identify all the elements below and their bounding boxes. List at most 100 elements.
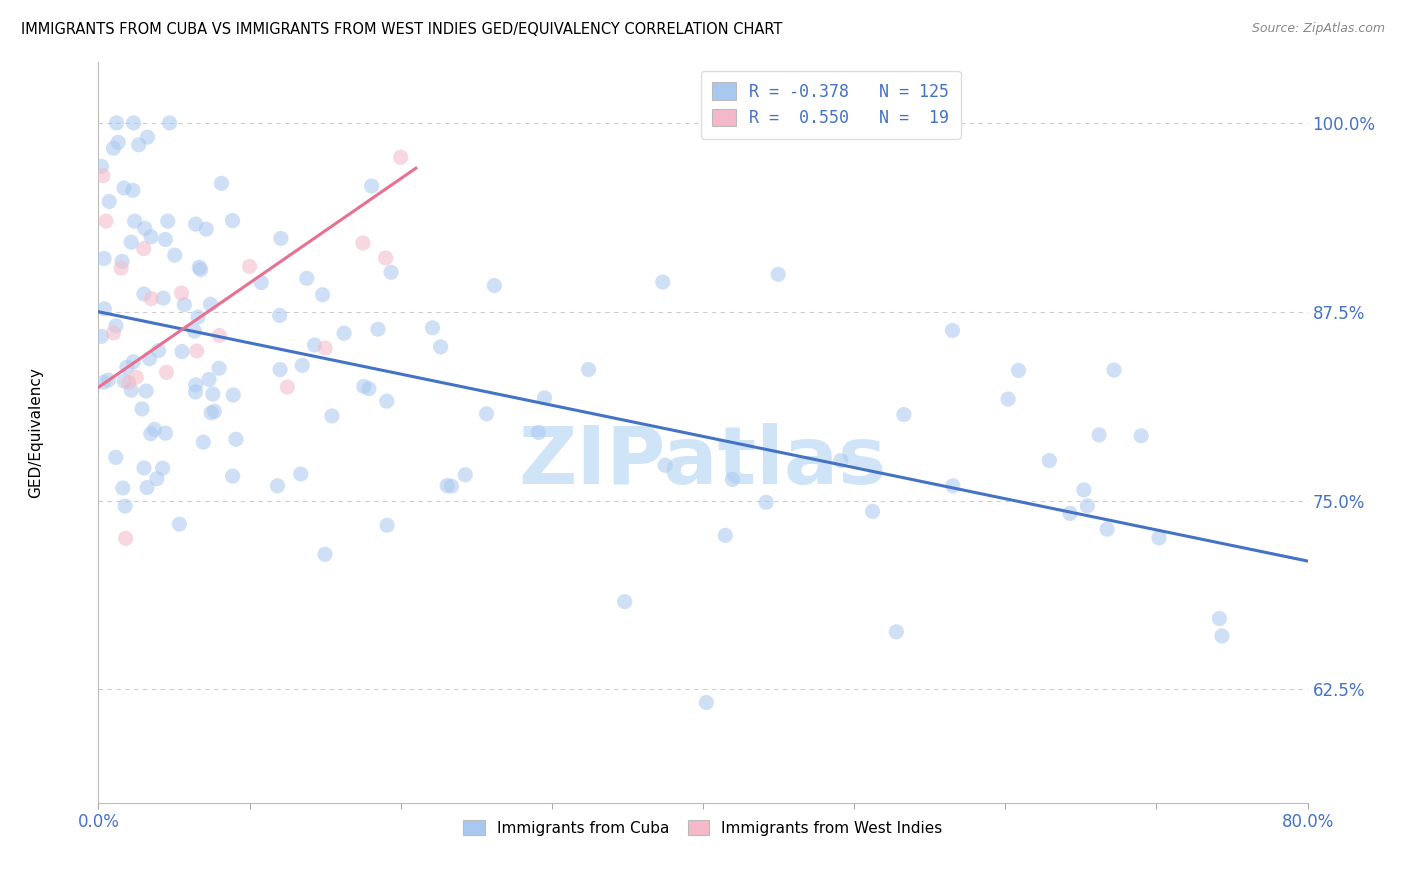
Point — [755, 495, 778, 509]
Point — [440, 479, 463, 493]
Point — [195, 222, 218, 236]
Point — [1095, 522, 1118, 536]
Point — [239, 260, 262, 274]
Point — [1088, 428, 1111, 442]
Point — [184, 217, 207, 231]
Point — [321, 409, 343, 423]
Point — [211, 177, 233, 191]
Point — [375, 394, 398, 409]
Point — [148, 343, 170, 358]
Point — [225, 432, 247, 446]
Point — [389, 150, 412, 164]
Point — [475, 407, 498, 421]
Point — [1208, 611, 1230, 625]
Point — [152, 291, 174, 305]
Point — [1059, 507, 1081, 521]
Point — [997, 392, 1019, 406]
Point — [380, 265, 402, 279]
Point — [266, 479, 288, 493]
Point — [112, 181, 135, 195]
Point — [110, 261, 132, 276]
Point — [269, 309, 291, 323]
Point — [122, 116, 145, 130]
Point — [942, 479, 965, 493]
Point — [94, 214, 117, 228]
Point — [830, 453, 852, 467]
Point — [132, 461, 155, 475]
Point — [1073, 483, 1095, 497]
Point — [170, 344, 193, 359]
Point — [295, 271, 318, 285]
Point — [221, 213, 243, 227]
Point — [578, 362, 600, 376]
Point — [188, 260, 211, 275]
Point — [291, 359, 314, 373]
Point — [111, 254, 134, 268]
Point — [201, 387, 224, 401]
Point — [190, 262, 212, 277]
Point — [132, 242, 155, 256]
Point — [367, 322, 389, 336]
Point — [941, 323, 963, 337]
Point — [143, 422, 166, 436]
Point — [314, 341, 336, 355]
Point — [103, 141, 125, 155]
Point — [155, 365, 177, 379]
Point — [721, 472, 744, 486]
Point — [208, 328, 231, 343]
Point — [613, 595, 636, 609]
Point — [90, 329, 112, 343]
Point — [184, 377, 207, 392]
Point — [115, 360, 138, 375]
Point — [1007, 363, 1029, 377]
Point — [193, 435, 215, 450]
Point — [134, 221, 156, 235]
Point — [222, 388, 245, 402]
Point — [125, 370, 148, 384]
Point — [1038, 453, 1060, 467]
Point — [139, 230, 162, 244]
Point — [107, 136, 129, 150]
Point — [454, 467, 477, 482]
Point — [128, 137, 150, 152]
Text: Source: ZipAtlas.com: Source: ZipAtlas.com — [1251, 22, 1385, 36]
Point — [114, 499, 136, 513]
Point — [169, 517, 191, 532]
Point — [198, 372, 221, 386]
Point — [121, 183, 143, 197]
Point — [1130, 429, 1153, 443]
Point — [90, 160, 112, 174]
Point — [131, 401, 153, 416]
Point — [221, 469, 243, 483]
Point — [250, 276, 273, 290]
Point — [132, 287, 155, 301]
Point — [124, 214, 146, 228]
Point — [93, 301, 115, 316]
Point — [91, 169, 114, 183]
Point — [311, 287, 333, 301]
Point — [170, 286, 193, 301]
Point — [104, 450, 127, 465]
Point — [146, 472, 169, 486]
Point — [862, 504, 884, 518]
Point — [1147, 531, 1170, 545]
Point — [93, 376, 115, 390]
Point — [111, 481, 134, 495]
Point — [156, 214, 179, 228]
Point — [375, 518, 398, 533]
Point — [152, 461, 174, 475]
Point — [290, 467, 312, 481]
Point — [200, 406, 222, 420]
Point — [374, 251, 396, 265]
Point — [118, 376, 141, 390]
Point — [138, 351, 160, 366]
Text: ZIPatlas: ZIPatlas — [519, 423, 887, 501]
Point — [93, 252, 115, 266]
Point — [163, 248, 186, 262]
Point — [97, 373, 120, 387]
Point — [186, 343, 208, 358]
Point — [1211, 629, 1233, 643]
Point — [120, 383, 142, 397]
Point — [314, 547, 336, 561]
Point — [436, 478, 458, 492]
